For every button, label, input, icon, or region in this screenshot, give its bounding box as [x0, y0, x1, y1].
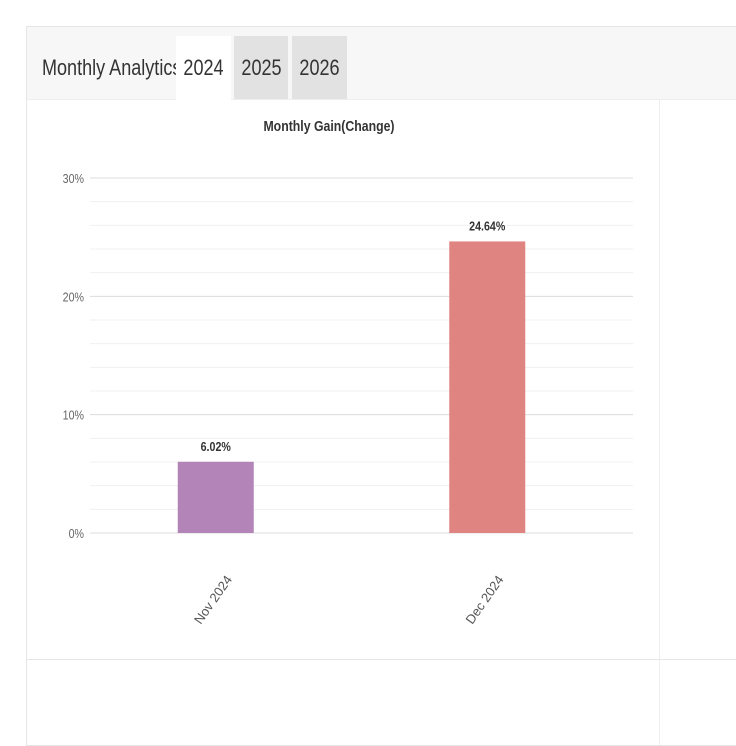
grid-lines — [90, 177, 633, 534]
tab-2025[interactable]: 2025 — [234, 36, 288, 99]
panel-header: Monthly Analytics 2024 2025 2026 — [27, 27, 736, 100]
y-tick-label: 30% — [63, 171, 85, 186]
column-divider — [659, 659, 660, 745]
y-axis: 0% 10% 20% 30% — [63, 171, 85, 541]
bar[interactable] — [449, 241, 526, 533]
x-tick-label: Dec 2024 — [462, 573, 506, 627]
analytics-panel: Monthly Analytics 2024 2025 2026 0% 10% 20… — [26, 26, 736, 746]
value-labels: 6.02% 24.64% — [201, 218, 506, 454]
chart-container: 0% 10% 20% 30% 6.02% 24.64% Nov 2024 Dec 2024… — [27, 100, 660, 659]
bar-value-label: 24.64% — [469, 218, 506, 233]
row-divider — [27, 659, 736, 660]
tab-2026[interactable]: 2026 — [292, 36, 347, 99]
chart-title: Monthly Gain(Change) — [263, 118, 394, 134]
y-tick-label: 0% — [69, 526, 85, 541]
bar-chart: 0% 10% 20% 30% 6.02% 24.64% Nov 2024 Dec 2024… — [63, 118, 633, 627]
bars — [177, 241, 526, 533]
x-axis: Nov 2024 Dec 2024 — [191, 573, 507, 627]
y-tick-label: 10% — [63, 408, 85, 423]
y-tick-label: 20% — [63, 289, 85, 304]
bar-value-label: 6.02% — [201, 439, 232, 454]
x-tick-label: Nov 2024 — [191, 573, 235, 627]
bar[interactable] — [177, 461, 254, 533]
panel-title: Monthly Analytics — [42, 55, 182, 80]
tab-2024[interactable]: 2024 — [176, 36, 231, 100]
